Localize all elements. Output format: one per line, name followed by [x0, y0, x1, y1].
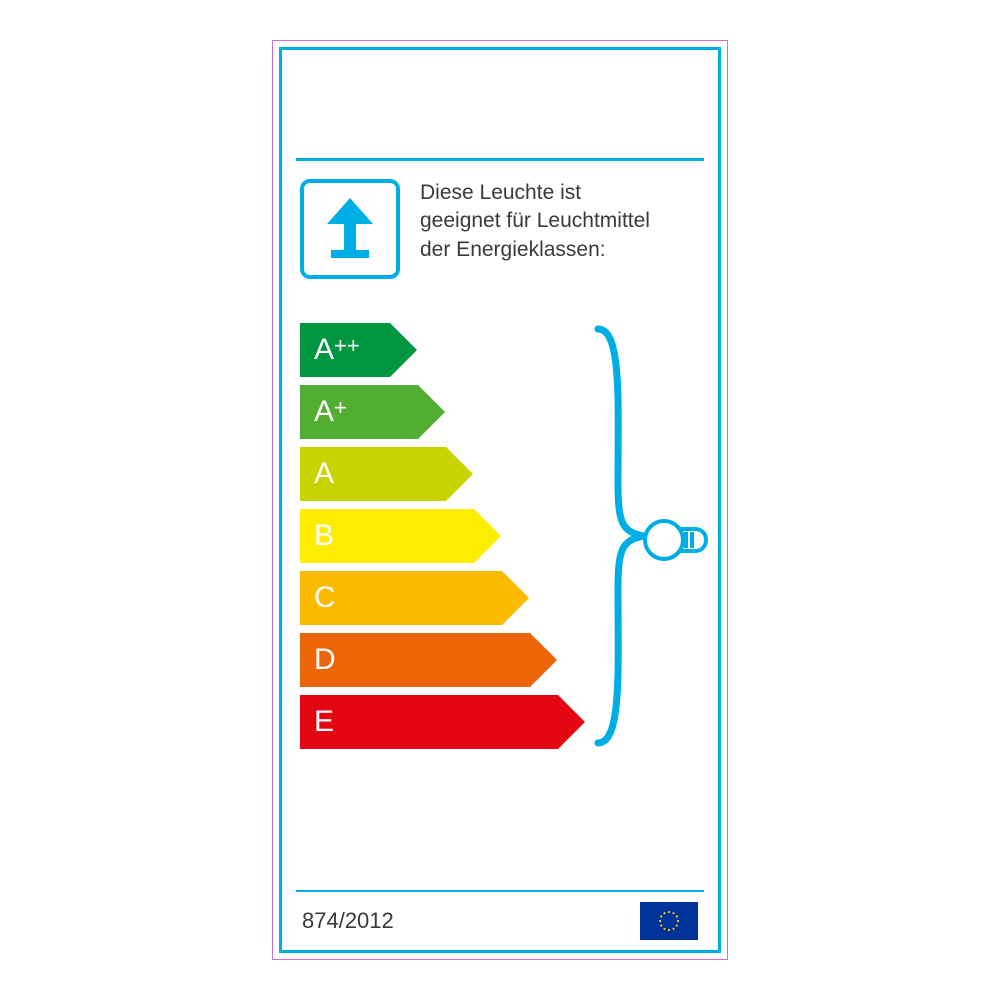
info-line-1: Diese Leuchte ist — [420, 179, 650, 207]
regulation-number: 874/2012 — [302, 908, 394, 934]
energy-chart: A++ A+ ABCDE — [282, 289, 718, 783]
energy-bar-E: E — [300, 695, 558, 749]
energy-bar-A++: A++ — [300, 323, 390, 377]
eu-flag-icon — [640, 902, 698, 940]
info-line-3: der Energieklassen: — [420, 236, 650, 264]
energy-bar-C: C — [300, 571, 502, 625]
info-line-2: geeignet für Leuchtmittel — [420, 207, 650, 235]
lamp-icon — [317, 194, 383, 264]
info-text: Diese Leuchte ist geeignet für Leuchtmit… — [420, 179, 650, 264]
brand-area — [296, 50, 704, 161]
energy-label: Diese Leuchte ist geeignet für Leuchtmit… — [279, 47, 721, 953]
outer-frame: Diese Leuchte ist geeignet für Leuchtmit… — [272, 40, 728, 960]
info-row: Diese Leuchte ist geeignet für Leuchtmit… — [282, 161, 718, 289]
energy-bar-D: D — [300, 633, 530, 687]
bulb-icon — [640, 511, 708, 569]
lamp-icon-box — [300, 179, 400, 279]
energy-bar-B: B — [300, 509, 474, 563]
energy-bar-A: A — [300, 447, 446, 501]
footer: 874/2012 — [296, 890, 704, 950]
energy-bar-A+: A+ — [300, 385, 418, 439]
